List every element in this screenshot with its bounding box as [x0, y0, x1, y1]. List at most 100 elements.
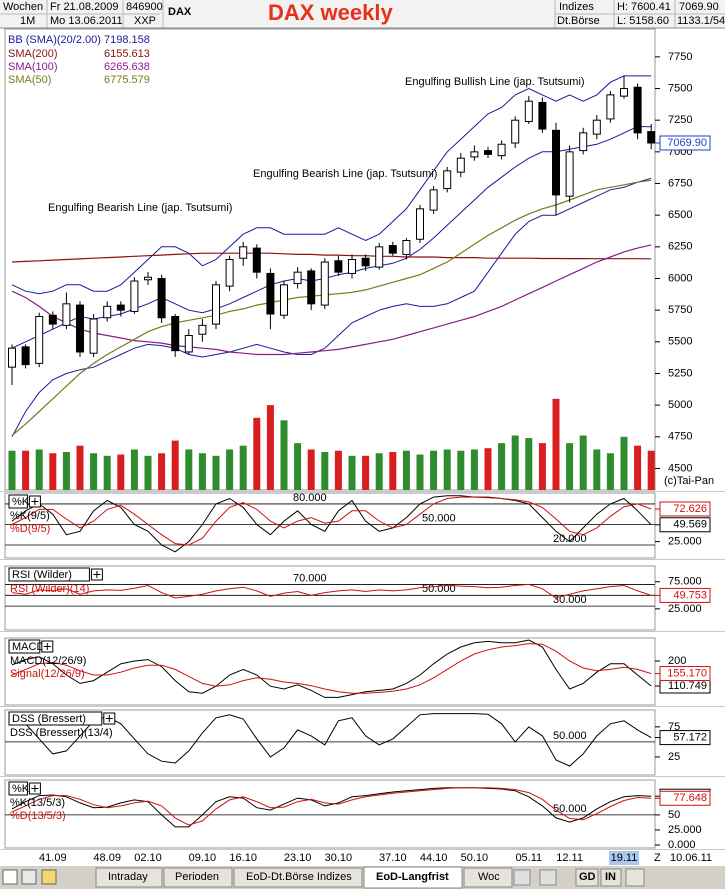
- indicator-box: [8, 639, 41, 654]
- value-box: [659, 501, 711, 517]
- candle-body: [402, 240, 411, 255]
- legend-name: SMA(50): [8, 74, 51, 86]
- series-name: %K(13/5/3): [10, 797, 65, 809]
- indicator-box: [8, 567, 90, 582]
- tab-label[interactable]: EoD-Langfrist: [376, 871, 449, 883]
- candle-body: [35, 315, 44, 364]
- tab[interactable]: [233, 867, 363, 888]
- volume-bar: [185, 449, 193, 490]
- candle-body: [157, 277, 166, 319]
- volume-bar: [416, 454, 424, 490]
- volume-bar: [552, 398, 560, 490]
- level-label: 80.000: [293, 492, 327, 504]
- volume-bar: [35, 449, 43, 490]
- tab-label[interactable]: Intraday: [108, 871, 148, 883]
- x-label-highlight: [609, 851, 639, 865]
- y-tick-label: 7500: [668, 82, 692, 94]
- tab[interactable]: [163, 867, 233, 888]
- volume-bar: [130, 449, 138, 490]
- level-label: 70.000: [293, 572, 327, 584]
- tab-label[interactable]: Woc: [478, 871, 500, 883]
- value-box: [659, 587, 711, 603]
- tab-active[interactable]: [363, 866, 463, 889]
- annotation: Engulfing Bearish Line (jap. Tsutsumi): [48, 202, 232, 214]
- icon[interactable]: [41, 869, 57, 885]
- candle-body: [144, 276, 152, 281]
- x-tick-label: 50.10: [461, 852, 489, 864]
- low: L: 5158.60: [617, 15, 669, 27]
- candle-body: [361, 257, 370, 267]
- panel-frame: [4, 565, 656, 631]
- security-id: 846900: [126, 1, 163, 13]
- candle-body: [280, 284, 288, 316]
- icon[interactable]: [539, 869, 557, 886]
- icon[interactable]: [513, 869, 531, 886]
- candle-body: [524, 100, 533, 122]
- candle-body: [388, 245, 397, 254]
- icon[interactable]: [2, 869, 18, 885]
- candle-body: [239, 246, 248, 259]
- y-tick-label: 4750: [668, 431, 692, 443]
- candle-body: [538, 101, 547, 130]
- volume-bar: [22, 450, 30, 490]
- candle-body: [76, 304, 84, 353]
- tab-label[interactable]: Perioden: [175, 871, 219, 883]
- y-tick-label: 5500: [668, 336, 692, 348]
- spread: 1133.1/54: [677, 15, 725, 27]
- tab[interactable]: [95, 867, 163, 888]
- candle-body: [497, 143, 506, 157]
- volume-bar: [443, 449, 451, 490]
- x-tick-label: 16.10: [229, 852, 257, 864]
- volume-bar: [470, 449, 478, 490]
- candle-body: [456, 157, 465, 173]
- value-label: 7069.90: [667, 137, 707, 149]
- annotation: Engulfing Bearish Line (jap. Tsutsumi): [253, 168, 437, 180]
- plus-icon: [43, 643, 51, 650]
- value-label: 72.626: [673, 503, 707, 515]
- candle-body: [606, 94, 615, 120]
- y-tick-label: 4500: [668, 462, 692, 474]
- candle-body: [184, 334, 193, 353]
- series-name: RSI (Wilder)(14): [10, 583, 89, 595]
- moving-average: [11, 179, 652, 436]
- indicator-title: RSI (Wilder): [12, 569, 72, 581]
- volume-bar: [226, 449, 234, 490]
- volume-bar: [103, 455, 111, 490]
- candle-body: [416, 208, 424, 240]
- indicator-line: [11, 787, 652, 828]
- candle-body: [21, 346, 30, 366]
- button[interactable]: [600, 868, 622, 887]
- level-label: 30.000: [553, 594, 587, 606]
- icon[interactable]: [21, 869, 37, 885]
- indicator-box: [8, 711, 103, 726]
- volume-bar: [266, 405, 274, 490]
- button-label[interactable]: IN: [605, 871, 616, 883]
- last: 7069.90: [679, 1, 719, 13]
- x-tick-label: 09.10: [189, 852, 217, 864]
- tab-label[interactable]: EoD-Dt.Börse Indizes: [246, 871, 352, 883]
- candle-body: [565, 151, 574, 197]
- volume-bar: [402, 450, 410, 490]
- button[interactable]: [575, 868, 599, 887]
- y-tick-label: 200: [668, 655, 686, 667]
- zoom: 1M: [20, 15, 35, 27]
- volume-bar: [634, 445, 642, 490]
- panel-frame: [4, 779, 656, 849]
- volume-bar: [430, 450, 438, 490]
- x-tick-label: 23.10: [284, 852, 312, 864]
- source: Dt.Börse: [557, 15, 600, 27]
- button[interactable]: [625, 868, 645, 887]
- level-label: 50.000: [553, 730, 587, 742]
- volume-bar: [457, 450, 465, 490]
- indicator-box: [8, 781, 28, 796]
- volume-bar: [62, 452, 70, 490]
- y-tick-label: 6500: [668, 209, 692, 221]
- volume-bar: [90, 453, 98, 490]
- x-tick-label: 30.10: [325, 852, 353, 864]
- candle-body: [552, 129, 560, 196]
- volume-bar: [117, 454, 125, 490]
- tab[interactable]: [463, 867, 513, 888]
- date-to: Mo 13.06.2011: [50, 15, 123, 27]
- indicator-box: [8, 494, 28, 509]
- button-label[interactable]: GD: [579, 871, 596, 883]
